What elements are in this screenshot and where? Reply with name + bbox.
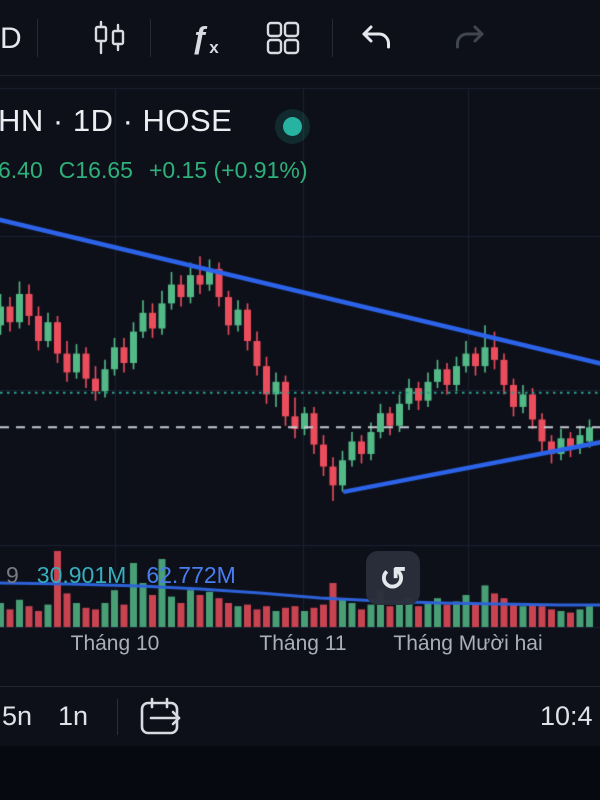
clock: 10:4: [540, 701, 593, 731]
indicators-fx-icon[interactable]: ƒx: [191, 20, 219, 57]
candlestick-style-icon[interactable]: [90, 19, 128, 62]
top-toolbar: D ƒx: [0, 0, 600, 76]
volume-value: 30.901M: [36, 562, 127, 588]
toolbar-divider: [150, 19, 151, 57]
volume-ma-value: 62.772M: [146, 562, 236, 588]
toolbar-divider: [37, 19, 38, 57]
ohlc-legend: 6.40 C16.65 +0.15 (+0.91%): [0, 157, 324, 184]
volume-ma-period: 9: [6, 562, 19, 588]
x-axis-label-december: Tháng Mười hai: [393, 632, 543, 655]
home-strip: [0, 746, 600, 800]
redo-icon[interactable]: [452, 22, 488, 59]
timeframe-1m-button[interactable]: 1n: [58, 701, 89, 731]
market-status-dot: [283, 117, 302, 136]
go-to-date-icon[interactable]: [136, 695, 186, 744]
timeframe-button[interactable]: D: [0, 22, 22, 55]
timeframe-5m-button[interactable]: 5n: [2, 701, 33, 731]
low-value: 6.40: [0, 157, 43, 183]
layout-grid-icon[interactable]: [264, 19, 302, 62]
undo-icon[interactable]: [358, 22, 394, 59]
reset-chart-button[interactable]: ↺: [366, 551, 420, 605]
symbol-title[interactable]: HN · 1D · HOSE: [0, 103, 233, 138]
toolbar-divider: [117, 699, 118, 735]
x-axis-label-november: Tháng 11: [259, 632, 347, 655]
bottom-toolbar: 5n 1n 10:4: [0, 686, 600, 747]
x-axis-label-october: Tháng 10: [70, 632, 160, 655]
change-value: +0.15 (+0.91%): [148, 157, 308, 183]
reset-arrow-icon: ↺: [379, 559, 407, 597]
close-value: C16.65: [58, 157, 133, 183]
toolbar-divider: [332, 19, 333, 57]
volume-legend: 9 30.901M 62.772M: [6, 562, 236, 589]
